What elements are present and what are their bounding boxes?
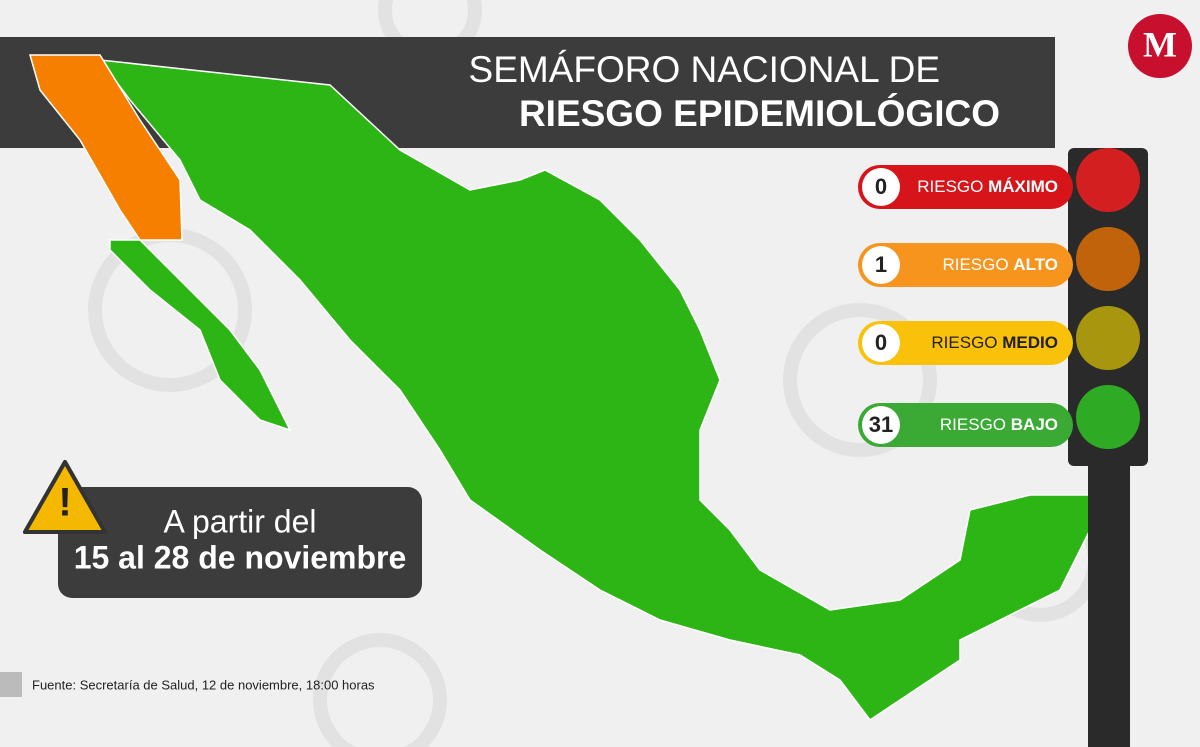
- period-line1: A partir del: [164, 503, 317, 539]
- legend-label: RIESGO MEDIO: [931, 333, 1058, 352]
- mainland: [98, 59, 1096, 722]
- legend-pill: [858, 403, 1073, 447]
- light-green: [1076, 385, 1140, 449]
- legend-pill: [858, 165, 1073, 209]
- legend-level: MEDIO: [1002, 333, 1058, 352]
- warning-icon-front: [23, 460, 107, 534]
- logo-text: M: [1143, 24, 1177, 64]
- light-orange: [1076, 227, 1140, 291]
- legend-label: RIESGO BAJO: [940, 415, 1058, 434]
- source: Fuente: Secretaría de Salud, 12 de novie…: [32, 677, 375, 692]
- period-box: [58, 487, 422, 598]
- legend-label: RIESGO MÁXIMO: [917, 177, 1058, 196]
- legend-count-circle: [862, 324, 900, 362]
- source-marker: [0, 672, 22, 697]
- legend-count-circle: [862, 246, 900, 284]
- baja-california: [29, 54, 183, 241]
- legend-prefix: RIESGO: [931, 333, 997, 352]
- legend-count: 1: [875, 252, 887, 277]
- legend-label: RIESGO ALTO: [942, 255, 1058, 274]
- legend-level: MÁXIMO: [988, 177, 1058, 196]
- logo: [1128, 14, 1192, 78]
- legend-prefix: RIESGO: [940, 415, 1006, 434]
- legend-count-circle: [862, 168, 900, 206]
- map: [29, 54, 1096, 722]
- warning-mark-front: !: [58, 481, 71, 525]
- light-red: [1076, 148, 1140, 212]
- legend-pill: [858, 321, 1073, 365]
- light-pole: [1088, 460, 1130, 747]
- legend-pill: [858, 243, 1073, 287]
- legend-count: 0: [875, 174, 887, 199]
- legend-level: ALTO: [1013, 255, 1058, 274]
- period-line2: 15 al 28 de noviembre: [74, 539, 407, 575]
- legend: 0 RIESGO MÁXIMO 1 RIESGO ALTO 0 RIESGO MEDIO 3…: [858, 165, 1073, 447]
- light-yellow: [1076, 306, 1140, 370]
- legend-count-circle: [862, 406, 900, 444]
- legend-level: BAJO: [1011, 415, 1058, 434]
- baja-california-sur: [109, 239, 292, 432]
- title-line1: SEMÁFORO NACIONAL DE: [469, 49, 940, 90]
- legend-prefix: RIESGO: [917, 177, 983, 196]
- legend-prefix: RIESGO: [942, 255, 1008, 274]
- legend-count: 31: [869, 412, 893, 437]
- title-line2: RIESGO EPIDEMIOLÓGICO: [519, 92, 1000, 134]
- legend-count: 0: [875, 330, 887, 355]
